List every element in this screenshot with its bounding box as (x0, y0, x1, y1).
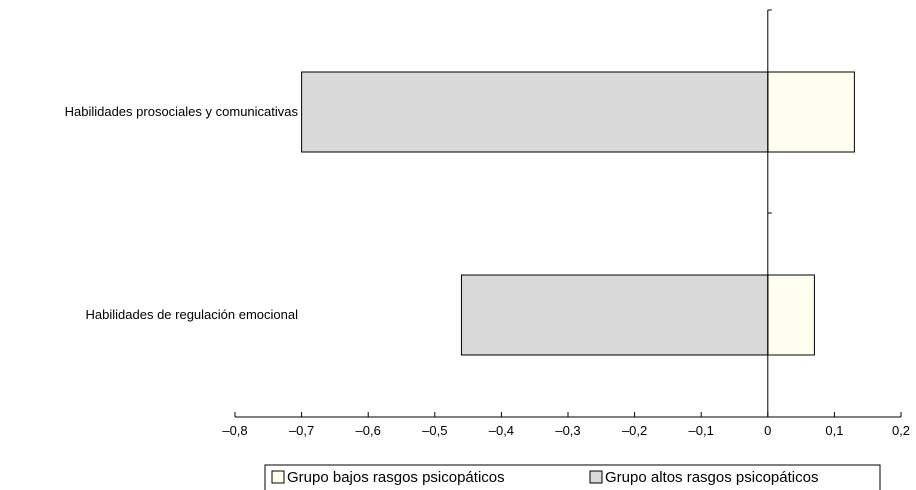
legend-label: Grupo bajos rasgos psicopáticos (287, 469, 505, 486)
category-label: Habilidades prosociales y comunicativas (65, 104, 299, 119)
category-labels: Habilidades prosociales y comunicativas H… (65, 104, 299, 322)
x-tick-label: –0,3 (555, 423, 580, 438)
bar-series0-cat0 (767, 71, 855, 153)
x-tick-label: –0,5 (422, 423, 447, 438)
bar-series1-cat1 (460, 274, 769, 356)
legend-label: Grupo altos rasgos psicopáticos (605, 469, 818, 486)
x-tick-label: –0,2 (622, 423, 647, 438)
x-tick-label: –0,8 (222, 423, 247, 438)
legend: Grupo bajos rasgos psicopáticos Grupo alt… (264, 464, 881, 490)
x-tick-label: 0,2 (892, 423, 910, 438)
x-tick-label: –0,1 (689, 423, 714, 438)
x-tick-label: 0,1 (825, 423, 843, 438)
x-tick-label: –0,7 (289, 423, 314, 438)
bar-series1-cat0 (301, 71, 769, 153)
x-tick-label: 0 (764, 423, 771, 438)
bar-series0-cat1 (767, 274, 815, 356)
axes-layer (235, 9, 901, 418)
x-axis-ticks: –0,8 –0,7 –0,6 –0,5 –0,4 –0,3 –0,2 –0,1 0 0,1 0,2 (222, 412, 910, 438)
category-label: Habilidades de regulación emocional (86, 307, 299, 322)
x-tick-label: –0,6 (356, 423, 381, 438)
bars-layer (301, 71, 855, 356)
legend-swatch (271, 470, 285, 484)
x-tick-label: –0,4 (489, 423, 514, 438)
legend-swatch (589, 470, 603, 484)
legend-box (264, 464, 881, 490)
